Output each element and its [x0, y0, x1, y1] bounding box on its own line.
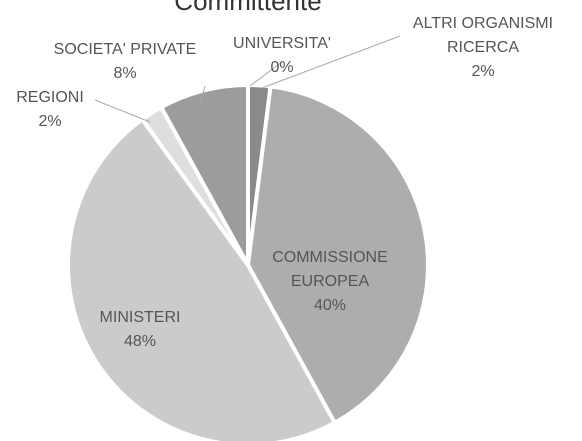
slice-label: UNIVERSITA': [233, 35, 331, 52]
slice-value: 0%: [270, 59, 294, 76]
slice-value: 48%: [123, 333, 157, 350]
leader-line: [261, 35, 401, 89]
leader-line: [199, 85, 206, 105]
leader-line: [94, 99, 151, 123]
slice-value: 40%: [313, 297, 347, 314]
leader-line: [249, 61, 283, 87]
chart-title: Committente: [174, 0, 322, 16]
slice-label: REGIONI: [16, 89, 84, 106]
slice-label: MINISTERI: [99, 309, 181, 326]
slice-value: 8%: [113, 65, 137, 82]
slice-value: 2%: [471, 63, 495, 80]
slice-label: SOCIETA' PRIVATE: [53, 41, 197, 58]
slice-value: 2%: [38, 113, 62, 130]
slice-label: COMMISSIONE EUROPEA: [272, 249, 388, 290]
slice-label: ALTRI ORGANISMI RICERCA: [412, 15, 554, 56]
pie-slice: [66, 116, 338, 441]
pie-slice: [245, 84, 430, 426]
